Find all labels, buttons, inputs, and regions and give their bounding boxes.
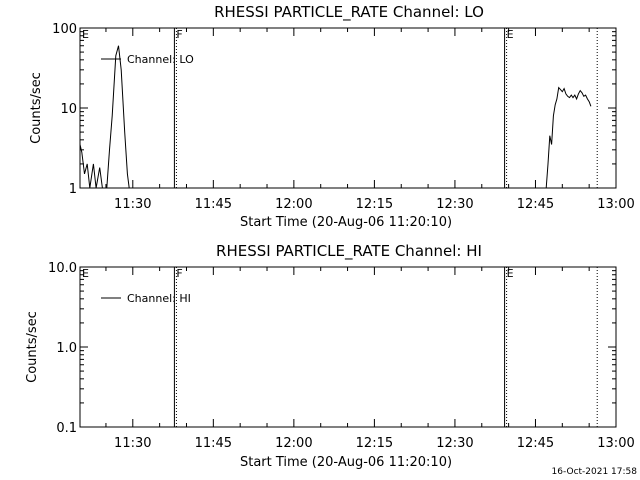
marker-label: F xyxy=(176,267,182,280)
x-tick-label: 12:00 xyxy=(275,197,312,212)
marker-label: E xyxy=(507,28,514,41)
chart-title: RHESSI PARTICLE_RATE Channel: LO xyxy=(214,3,484,22)
x-tick-label: 11:30 xyxy=(114,197,151,212)
x-axis-label: Start Time (20-Aug-06 11:20:10) xyxy=(240,215,452,230)
x-tick-label: 13:00 xyxy=(597,197,634,212)
series-line xyxy=(79,45,130,189)
y-tick-label: 100 xyxy=(52,22,77,37)
axis-ticks: 11:30 11:45 12:00 12:15 12:30 12:45 13:00 1 10 10… xyxy=(52,22,635,212)
plot-frame xyxy=(79,27,617,189)
y-tick-label: 0.1 xyxy=(56,421,77,436)
x-tick-label: 12:45 xyxy=(517,197,554,212)
series-line xyxy=(545,86,592,189)
marker-label: E xyxy=(507,267,514,280)
legend-label-lo: Channel: LO xyxy=(127,53,194,66)
x-tick-label: 12:30 xyxy=(436,197,473,212)
y-tick-label: 10.0 xyxy=(48,261,77,276)
panel-hi: RHESSI PARTICLE_RATE Channel: HI Counts/… xyxy=(25,242,635,470)
y-axis-label: Counts/sec xyxy=(29,72,44,144)
x-tick-label: 12:00 xyxy=(275,436,312,451)
axis-ticks: 11:30 11:45 12:00 12:15 12:30 12:45 13:00 0.1 1.… xyxy=(48,261,635,451)
legend-label-hi: Channel: HI xyxy=(127,292,191,305)
plot-frame xyxy=(79,266,617,428)
x-tick-label: 11:30 xyxy=(114,436,151,451)
x-tick-label: 12:45 xyxy=(517,436,554,451)
series-group xyxy=(79,45,592,189)
marker-label: E xyxy=(82,267,89,280)
x-tick-label: 12:15 xyxy=(356,197,393,212)
panel-lo: RHESSI PARTICLE_RATE Channel: LO Counts/… xyxy=(29,3,635,230)
marker-label: F xyxy=(176,28,182,41)
x-tick-label: 12:30 xyxy=(436,436,473,451)
y-axis-label: Counts/sec xyxy=(25,311,40,383)
x-tick-label: 12:15 xyxy=(356,436,393,451)
x-tick-label: 11:45 xyxy=(195,436,232,451)
timestamp-stamp: 16-Oct-2021 17:58 xyxy=(552,467,638,477)
chart-title: RHESSI PARTICLE_RATE Channel: HI xyxy=(216,242,482,261)
x-axis-label: Start Time (20-Aug-06 11:20:10) xyxy=(240,455,452,470)
x-tick-label: 13:00 xyxy=(597,436,634,451)
y-tick-label: 10 xyxy=(60,102,77,117)
x-tick-label: 11:45 xyxy=(195,197,232,212)
y-tick-label: 1.0 xyxy=(56,341,77,356)
y-tick-label: 1 xyxy=(69,182,77,197)
marker-label: E xyxy=(82,28,89,41)
